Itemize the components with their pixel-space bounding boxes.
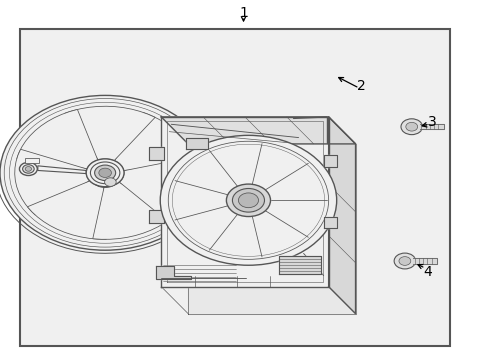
Polygon shape	[17, 109, 98, 169]
Polygon shape	[15, 149, 89, 215]
Polygon shape	[27, 181, 106, 239]
Circle shape	[90, 162, 120, 184]
Text: 4: 4	[423, 265, 431, 279]
Polygon shape	[93, 182, 176, 239]
Text: 3: 3	[427, 116, 436, 129]
Bar	[25, 158, 39, 163]
Polygon shape	[65, 106, 155, 161]
Circle shape	[232, 189, 264, 212]
Polygon shape	[328, 117, 355, 314]
Polygon shape	[323, 217, 336, 228]
Circle shape	[393, 253, 415, 269]
Polygon shape	[156, 266, 191, 279]
Polygon shape	[186, 138, 208, 149]
Circle shape	[94, 165, 115, 180]
Circle shape	[0, 95, 210, 250]
Polygon shape	[323, 155, 336, 167]
Circle shape	[86, 159, 124, 187]
Text: 2: 2	[357, 80, 366, 93]
Circle shape	[400, 119, 422, 135]
Polygon shape	[188, 144, 355, 314]
Bar	[20, 29, 449, 346]
Circle shape	[160, 135, 336, 265]
Polygon shape	[413, 258, 436, 264]
Polygon shape	[114, 112, 195, 170]
Circle shape	[99, 168, 111, 177]
Text: 1: 1	[239, 6, 247, 19]
Circle shape	[25, 167, 31, 171]
Polygon shape	[278, 256, 320, 274]
Circle shape	[398, 257, 410, 265]
Circle shape	[20, 162, 37, 176]
Circle shape	[405, 122, 417, 131]
Bar	[20, 29, 449, 346]
Polygon shape	[420, 124, 443, 129]
Polygon shape	[119, 157, 195, 221]
Polygon shape	[161, 117, 355, 144]
Circle shape	[226, 184, 270, 216]
Polygon shape	[161, 117, 328, 287]
Polygon shape	[38, 166, 86, 174]
Circle shape	[104, 178, 116, 186]
Circle shape	[22, 165, 34, 173]
Polygon shape	[149, 147, 164, 161]
Polygon shape	[149, 210, 164, 223]
Circle shape	[238, 193, 258, 208]
